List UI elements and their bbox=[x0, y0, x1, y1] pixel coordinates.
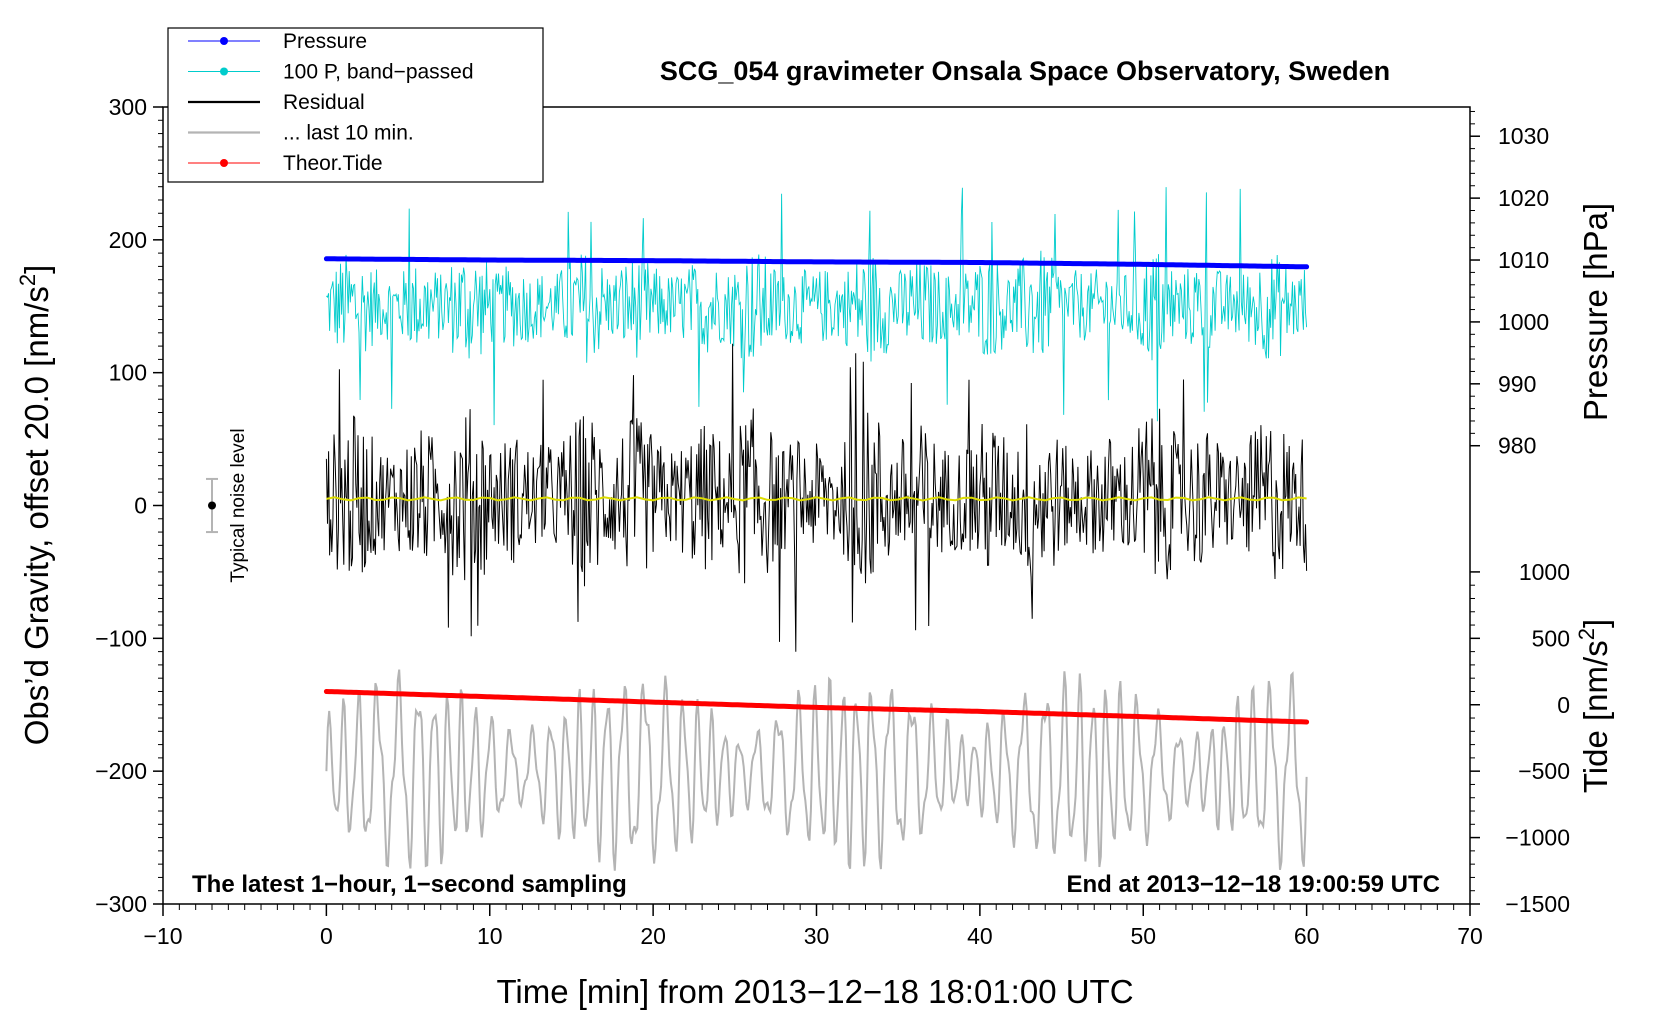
y-axis-left-title-main: Obs’d Gravity, offset 20.0 [nm/s bbox=[18, 286, 55, 745]
y-axis-left-ticks: −300 −200 −100 0 100 200 300 bbox=[95, 94, 163, 917]
y-axis-tide-title-sup: 2 bbox=[1574, 628, 1599, 640]
y-pressure-tick-label: 1020 bbox=[1498, 185, 1549, 211]
annotation-end-time: End at 2013−12−18 19:00:59 UTC bbox=[1066, 871, 1440, 898]
y-tide-tick-label: −1000 bbox=[1505, 825, 1570, 851]
y-left-tick-label: 100 bbox=[109, 360, 147, 386]
series-theoretical-tide bbox=[323, 689, 1310, 725]
y-axis-pressure-title: Pressure [hPa] bbox=[1577, 203, 1614, 421]
series-layer bbox=[323, 187, 1310, 871]
legend-label: Theor.Tide bbox=[283, 152, 383, 175]
x-tick-label: 70 bbox=[1457, 923, 1483, 949]
y-left-tick-label: 0 bbox=[134, 493, 147, 519]
legend: Pressure 100 P, band−passed Residual ... la… bbox=[167, 27, 544, 183]
x-tick-label: 60 bbox=[1294, 923, 1320, 949]
series-pressure bbox=[323, 256, 1310, 270]
x-tick-label: −10 bbox=[143, 923, 182, 949]
y-pressure-tick-label: 1000 bbox=[1498, 309, 1549, 335]
legend-label: Residual bbox=[283, 91, 365, 114]
y-axis-left-title-sup: 2 bbox=[15, 274, 40, 286]
y-pressure-tick-label: 1010 bbox=[1498, 247, 1549, 273]
legend-label: 100 P, band−passed bbox=[283, 61, 474, 84]
series-mean-residual bbox=[326, 496, 1307, 502]
series-last-10-min bbox=[325, 669, 1308, 871]
series-band-passed-pressure bbox=[326, 187, 1308, 426]
y-axis-left-title-close: ] bbox=[18, 265, 55, 274]
y-left-tick-label: −200 bbox=[95, 758, 147, 784]
y-tide-tick-label: 500 bbox=[1532, 625, 1570, 651]
y-axis-tide-title: Tide [nm/s2] bbox=[1574, 619, 1614, 793]
y-tide-tick-label: −500 bbox=[1518, 758, 1570, 784]
x-tick-label: 20 bbox=[640, 923, 666, 949]
y-pressure-tick-label: 1030 bbox=[1498, 123, 1549, 149]
noise-level-label: Typical noise level bbox=[228, 428, 249, 582]
x-tick-label: 50 bbox=[1130, 923, 1156, 949]
x-tick-label: 40 bbox=[967, 923, 993, 949]
y-pressure-tick-label: 990 bbox=[1498, 371, 1536, 397]
legend-swatch-dot bbox=[220, 159, 228, 167]
x-tick-label: 0 bbox=[320, 923, 333, 949]
y-axis-tide-ticks: −1500 −1000 −500 0 500 1000 bbox=[1470, 559, 1570, 917]
x-axis-title: Time [min] from 2013−12−18 18:01:00 UTC bbox=[496, 973, 1133, 1010]
x-tick-label: 30 bbox=[804, 923, 830, 949]
y-axis-pressure-ticks: 980 990 1000 1010 1020 1030 bbox=[1470, 110, 1549, 459]
y-pressure-tick-label: 980 bbox=[1498, 433, 1536, 459]
y-left-tick-label: −100 bbox=[95, 625, 147, 651]
y-axis-tide-title-close: ] bbox=[1577, 619, 1614, 628]
x-tick-label: 10 bbox=[477, 923, 503, 949]
annotation-sampling: The latest 1−hour, 1−second sampling bbox=[192, 871, 627, 898]
noise-level-indicator: Typical noise level bbox=[206, 428, 249, 583]
y-tide-tick-label: 1000 bbox=[1519, 559, 1570, 585]
y-left-tick-label: 200 bbox=[109, 227, 147, 253]
y-tide-tick-label: −1500 bbox=[1505, 891, 1570, 917]
legend-swatch-dot bbox=[220, 67, 228, 76]
series-residual bbox=[325, 343, 1308, 652]
legend-box bbox=[167, 27, 544, 183]
legend-label: Pressure bbox=[283, 30, 367, 53]
legend-swatch-dot bbox=[220, 37, 228, 45]
chart-title: SCG_054 gravimeter Onsala Space Observat… bbox=[660, 56, 1390, 86]
y-left-tick-label: −300 bbox=[95, 891, 147, 917]
y-left-tick-label: 300 bbox=[109, 94, 147, 120]
legend-label: ... last 10 min. bbox=[283, 122, 414, 145]
y-axis-tide-title-main: Tide [nm/s bbox=[1577, 640, 1614, 793]
y-tide-tick-label: 0 bbox=[1557, 692, 1570, 718]
y-axis-left-title: Obs’d Gravity, offset 20.0 [nm/s2] bbox=[15, 265, 55, 746]
noise-center-dot bbox=[208, 501, 217, 510]
x-axis-ticks: −10 0 10 20 30 40 50 60 70 bbox=[143, 904, 1483, 949]
